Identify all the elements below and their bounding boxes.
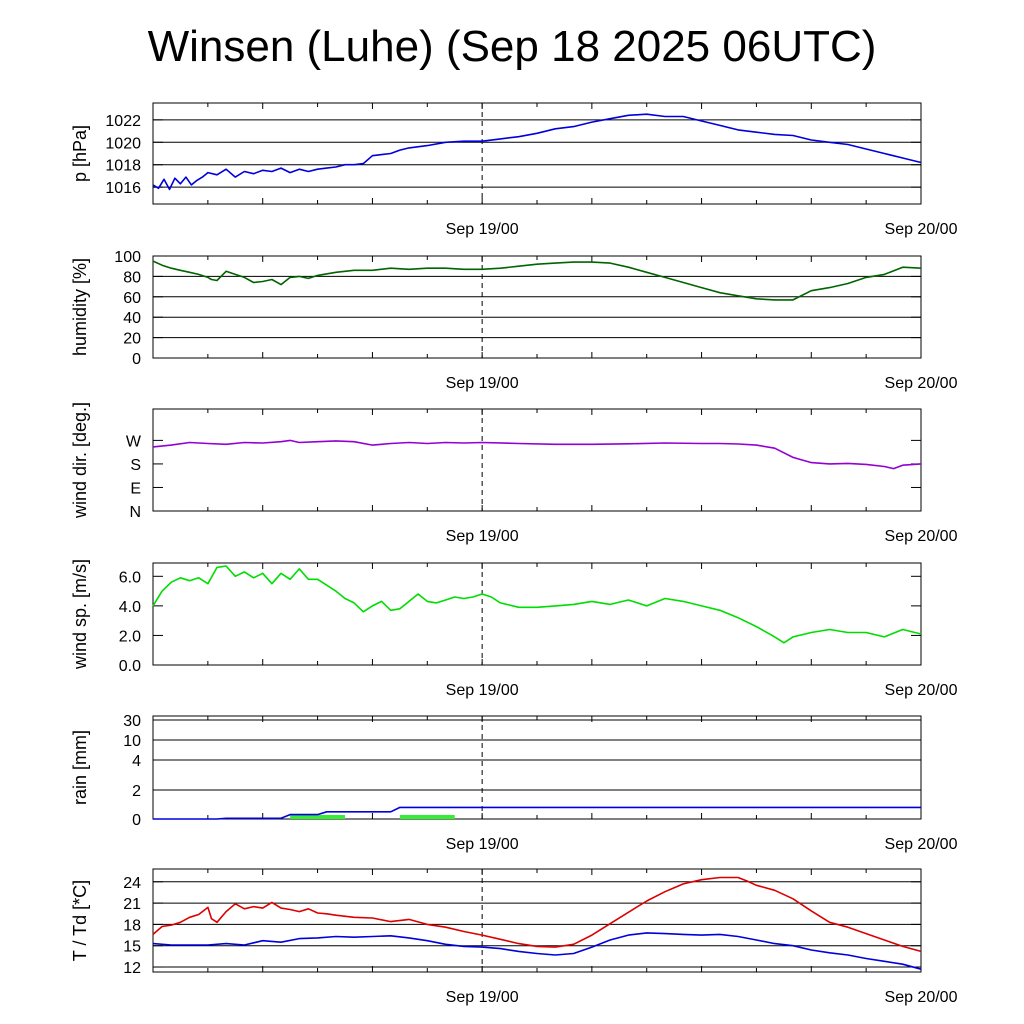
wind-speed-x-tick-label: Sep 19/00 [446,682,519,699]
humidity-series-line [152,260,922,301]
temperature-y-axis-label: T / Td [*C] [70,880,90,961]
wind-speed-y-tick-label: 2.0 [119,628,141,645]
rain-y-tick-label: 4 [132,753,141,770]
wind-speed-y-tick-label: 4.0 [119,599,141,616]
wind-direction-y-tick-label: N [129,504,141,521]
humidity-y-tick-label: 80 [123,269,141,286]
pressure-y-tick-label: 1020 [105,135,141,152]
temperature-x-tick-label: Sep 19/00 [446,989,519,1006]
humidity-y-tick-label: 100 [114,249,141,266]
pressure-frame [152,102,922,205]
wind-direction-y-tick-label: E [130,480,141,497]
wind-direction-y-axis-label: wind dir. [deg.] [70,402,90,519]
wind-speed-x-tick-label: Sep 20/00 [885,682,958,699]
pressure-x-tick-label: Sep 19/00 [446,221,519,238]
temperature-y-tick-label: 21 [123,896,141,913]
rain-y-tick-label: 10 [123,733,141,750]
pressure-x-tick-label: Sep 20/00 [885,221,958,238]
wind-direction-x-tick-label: Sep 19/00 [446,528,519,545]
rain-y-tick-label: 30 [123,713,141,730]
pressure-y-tick-label: 1018 [105,158,141,175]
humidity-x-tick-label: Sep 20/00 [885,375,958,392]
wind-speed-frame [152,562,922,666]
wind-direction-y-tick-label: W [126,433,142,450]
temperature-series-line-td [152,932,922,970]
wind-speed-y-tick-label: 6.0 [119,569,141,586]
temperature-y-tick-label: 18 [123,917,141,934]
pressure-y-axis-label: p [hPa] [70,125,90,182]
temperature-frame [152,868,922,973]
wind-speed-series-line [152,565,922,644]
wind-speed-panel: 0.0 2.0 4.0 6.0 wind sp. [m/s] Sep 19/00 Sep 2… [70,559,958,699]
pressure-panel: 1016 1018 1020 1022 p [hPa] Sep 19/00 Sep 20/0… [70,102,958,238]
wind-direction-x-tick-label: Sep 20/00 [885,528,958,545]
pressure-y-tick-label: 1016 [105,180,141,197]
wind-direction-y-tick-label: S [130,457,141,474]
chart-title: Winsen (Luhe) (Sep 18 2025 06UTC) [147,22,877,71]
rain-y-tick-label: 0 [132,812,141,829]
rain-y-axis-label: rain [mm] [70,730,90,805]
rain-rain-bar [399,815,455,819]
pressure-series-line [152,113,922,191]
humidity-y-tick-label: 60 [123,290,141,307]
temperature-y-tick-label: 24 [123,875,141,892]
humidity-frame [152,255,922,359]
rain-y-tick-label: 2 [132,783,141,800]
humidity-y-tick-label: 20 [123,331,141,348]
humidity-x-tick-label: Sep 19/00 [446,375,519,392]
humidity-panel: 0 20 40 60 80 100 humidity [%] Sep 19/00 Sep 20/… [70,249,958,392]
temperature-panel: 12 15 18 21 24 T / Td [*C] Sep 19/00 Sep 20/00 [70,868,958,1006]
humidity-y-axis-label: humidity [%] [70,258,90,356]
temperature-y-tick-label: 15 [123,939,141,956]
rain-series-line [153,806,921,820]
wind-speed-y-tick-label: 0.0 [119,658,141,675]
rain-x-tick-label: Sep 19/00 [446,836,519,853]
rain-x-tick-label: Sep 20/00 [885,836,958,853]
humidity-y-tick-label: 40 [123,310,141,327]
wind-direction-frame [152,408,922,512]
rain-frame [152,715,922,820]
temperature-series-line-t [152,876,922,953]
pressure-y-tick-label: 1022 [105,113,141,130]
rain-rain-bar [290,815,345,819]
wind-speed-y-axis-label: wind sp. [m/s] [70,559,90,670]
humidity-y-tick-label: 0 [132,351,141,368]
rain-panel: 0 2 4 10 30 rain [mm] Sep 19/00 Sep 20/00 [70,713,958,853]
temperature-x-tick-label: Sep 20/00 [885,989,958,1006]
wind-direction-series-line [152,439,922,470]
temperature-y-tick-label: 12 [123,960,141,977]
